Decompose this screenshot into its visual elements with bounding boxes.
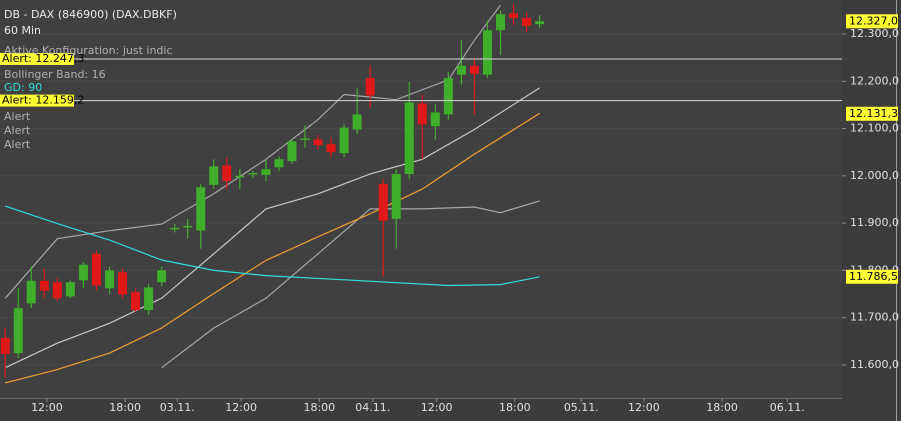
candle-body xyxy=(535,21,545,25)
candle-body xyxy=(183,225,193,228)
candle-body xyxy=(78,264,88,281)
y-tick-label: 11.900,0 xyxy=(850,216,899,229)
candle-body xyxy=(170,227,180,230)
indicator-line xyxy=(5,112,540,384)
alert-label: Alert: 12.159,2 xyxy=(2,94,84,107)
alert-label-box xyxy=(0,52,74,65)
candle-body xyxy=(522,17,532,26)
chart-title: DB - DAX (846900) (DAX.DBKF) xyxy=(4,8,177,21)
candle-body xyxy=(26,280,36,304)
legend-note: Alert xyxy=(4,124,31,137)
price-tag-label: 12.327,0 xyxy=(849,14,898,27)
legend-note: GD: 90 xyxy=(4,81,42,94)
candle-body xyxy=(52,282,62,299)
candle-body xyxy=(261,169,271,175)
y-tick-label: 12.300,0 xyxy=(850,27,899,40)
candle-body xyxy=(365,77,375,96)
y-tick-label: 11.700,0 xyxy=(850,311,899,324)
candle-body xyxy=(404,102,414,174)
candle-body xyxy=(118,272,128,295)
candle-body xyxy=(469,65,479,74)
candle-body xyxy=(274,159,284,168)
candle-body xyxy=(13,308,23,354)
legend-note: Bollinger Band: 16 xyxy=(4,68,106,81)
candle-body xyxy=(157,270,167,283)
plot-area xyxy=(0,0,842,398)
candle-body xyxy=(91,253,101,286)
candle-body xyxy=(509,13,519,18)
price-tag xyxy=(846,106,898,121)
indicator-line xyxy=(161,200,540,369)
candle-body xyxy=(144,287,154,311)
x-tick-label: 04.11. xyxy=(355,401,390,414)
price-tag xyxy=(846,14,898,29)
candle-body xyxy=(391,173,401,219)
price-tag-label: 12.131,3 xyxy=(849,107,898,120)
x-tick-label: 06.11. xyxy=(770,401,805,414)
candle-body xyxy=(0,337,10,355)
annotations: DB - DAX (846900) (DAX.DBKF) 60 Min Aler… xyxy=(0,8,898,284)
candle-body xyxy=(417,103,427,125)
y-tick-label: 12.100,0 xyxy=(850,122,899,135)
y-tick-label: 12.000,0 xyxy=(850,169,899,182)
x-tick-label: 18:00 xyxy=(109,401,141,414)
candle-body xyxy=(430,112,440,127)
legend-note: Aktive Konfiguration: just indic xyxy=(4,44,173,57)
candle-body xyxy=(65,282,75,297)
x-tick-label: 05.11. xyxy=(564,401,599,414)
indicator-line xyxy=(4,87,540,369)
price-tag xyxy=(846,269,898,284)
candle-body xyxy=(378,183,388,221)
x-tick-label: 18:00 xyxy=(706,401,738,414)
candle-body xyxy=(300,138,310,140)
price-tag-label: 11.786,5 xyxy=(849,270,898,283)
legend-note: Alert xyxy=(4,110,31,123)
y-tick-label: 11.600,0 xyxy=(850,358,899,371)
x-tick-label: 12:00 xyxy=(628,401,660,414)
candle-body xyxy=(482,30,492,75)
candle-body xyxy=(248,173,258,175)
x-tick-label: 12:00 xyxy=(225,401,257,414)
legend-note: Alert xyxy=(4,138,31,151)
candle-body xyxy=(326,144,336,153)
chart-subtitle: 60 Min xyxy=(4,24,41,37)
alert-label: Alert: 12.247,3 xyxy=(2,52,84,65)
grid: 11.600,011.700,011.800,011.900,012.000,0… xyxy=(0,27,899,414)
x-tick-label: 18:00 xyxy=(499,401,531,414)
candle-body xyxy=(443,77,453,115)
candle-body xyxy=(339,127,349,154)
candle-body xyxy=(104,270,114,289)
candle-body xyxy=(196,187,206,231)
indicator-line xyxy=(5,205,540,287)
candle-body xyxy=(287,141,297,162)
candle-body xyxy=(456,65,466,75)
candle-body xyxy=(222,165,232,182)
x-tick-label: 12:00 xyxy=(31,401,63,414)
candle-body xyxy=(496,14,506,31)
x-tick-label: 18:00 xyxy=(303,401,335,414)
x-tick-label: 03.11. xyxy=(160,401,195,414)
y-tick-label: 12.200,0 xyxy=(850,74,899,87)
candle-body xyxy=(131,292,141,311)
candles xyxy=(0,4,545,378)
candle-body xyxy=(39,280,49,291)
candle-body xyxy=(209,166,219,185)
candle-body xyxy=(235,175,245,178)
candle-body xyxy=(313,139,323,146)
alert-label-box xyxy=(0,94,74,107)
candle-body xyxy=(352,114,362,130)
x-tick-label: 12:00 xyxy=(421,401,453,414)
